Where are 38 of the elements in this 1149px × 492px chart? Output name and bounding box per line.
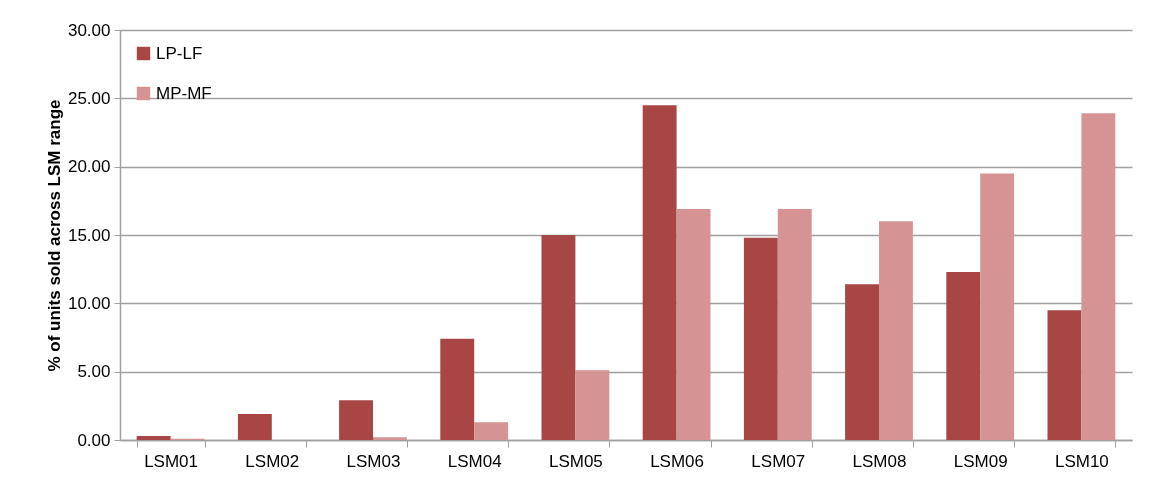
bar xyxy=(1081,113,1116,440)
x-tick-label: LSM04 xyxy=(447,451,502,471)
y-tick-label: 0.00 xyxy=(77,430,111,450)
y-axis-title: % of units sold across LSM range xyxy=(44,99,64,372)
legend-label: MP-MF xyxy=(156,83,212,103)
bar xyxy=(237,414,272,440)
bar xyxy=(373,437,407,440)
x-tick-label: LSM08 xyxy=(852,451,907,471)
bar xyxy=(136,435,171,440)
x-tick-label: LSM02 xyxy=(245,451,300,471)
x-tick-label: LSM01 xyxy=(144,451,199,471)
y-tick-label: 20.00 xyxy=(67,157,111,177)
x-tick-label: LSM09 xyxy=(953,451,1008,471)
bar xyxy=(541,235,576,440)
bar xyxy=(1047,310,1082,440)
bar xyxy=(946,271,981,440)
y-tick-label: 15.00 xyxy=(67,225,111,245)
y-tick-label: 25.00 xyxy=(67,88,111,108)
bar xyxy=(575,370,610,440)
x-tick-label: LSM10 xyxy=(1054,451,1109,471)
x-tick-label: LSM05 xyxy=(548,451,603,471)
y-tick-label: 10.00 xyxy=(67,293,111,313)
bar xyxy=(440,338,475,440)
x-tick-label: LSM07 xyxy=(751,451,806,471)
bar xyxy=(743,237,778,440)
bar xyxy=(474,422,509,440)
y-tick-label: 30.00 xyxy=(67,20,111,40)
x-tick-label: LSM03 xyxy=(346,451,401,471)
bar xyxy=(339,400,373,440)
bar xyxy=(980,173,1015,440)
x-tick-label: LSM06 xyxy=(650,451,705,471)
bar xyxy=(676,209,711,440)
y-tick-label: 5.00 xyxy=(77,362,111,382)
bar xyxy=(845,284,879,440)
bar xyxy=(777,209,812,440)
bar xyxy=(879,221,913,440)
bar xyxy=(642,105,677,440)
legend-label: LP-LF xyxy=(156,43,203,63)
